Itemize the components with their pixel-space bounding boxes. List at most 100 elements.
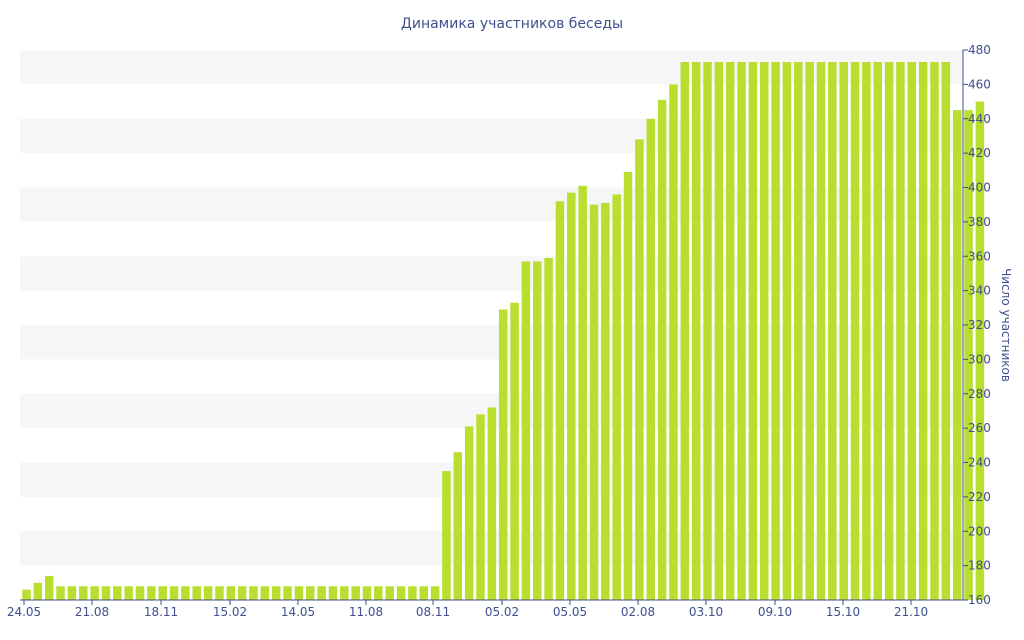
y-tick-label: 380 xyxy=(968,215,991,229)
bar xyxy=(79,586,88,600)
y-tick-label: 240 xyxy=(968,456,991,470)
y-tick-label: 300 xyxy=(968,352,991,366)
bar xyxy=(215,586,224,600)
bar xyxy=(124,586,133,600)
y-ticks: 160 180 200 220 240 260 280 300 320 340 360 380 400 4… xyxy=(963,43,991,607)
bar xyxy=(169,586,179,600)
bar xyxy=(930,62,939,600)
bar xyxy=(408,586,417,600)
bar xyxy=(237,586,247,600)
bar xyxy=(533,261,542,600)
bar xyxy=(794,62,803,600)
bar xyxy=(56,586,65,600)
x-tick-label: 05.05 xyxy=(553,605,587,619)
bar xyxy=(67,586,77,600)
bar xyxy=(476,414,485,601)
bar xyxy=(873,62,882,600)
bar xyxy=(918,62,928,600)
bar xyxy=(249,586,258,600)
bar xyxy=(181,586,190,600)
y-tick-label: 180 xyxy=(968,559,991,573)
y-tick-label: 260 xyxy=(968,421,991,435)
y-axis-title: Число участников xyxy=(999,268,1013,382)
bar xyxy=(975,101,985,600)
bar xyxy=(510,302,519,600)
bar xyxy=(135,586,145,600)
bar xyxy=(760,62,769,600)
bar xyxy=(941,62,951,600)
bar xyxy=(635,139,644,601)
bar xyxy=(805,62,814,600)
x-tick-label: 08.11 xyxy=(416,605,450,619)
bar xyxy=(601,202,610,600)
bar xyxy=(555,201,565,600)
bar xyxy=(657,99,667,600)
bar xyxy=(703,62,712,600)
bar xyxy=(725,62,735,600)
bar xyxy=(771,62,780,600)
y-tick-label: 280 xyxy=(968,387,991,401)
bar xyxy=(192,586,201,600)
bar xyxy=(453,452,463,600)
bar xyxy=(464,426,474,600)
bar xyxy=(419,586,428,600)
bar xyxy=(521,261,531,600)
y-tick-label: 400 xyxy=(968,181,991,195)
bar xyxy=(782,62,792,600)
y-tick-label: 160 xyxy=(968,593,991,607)
bar xyxy=(828,62,837,600)
bar xyxy=(964,110,973,600)
x-tick-label: 09.10 xyxy=(758,605,792,619)
bar xyxy=(306,586,315,600)
bar xyxy=(862,62,871,600)
bar xyxy=(158,586,167,600)
y-tick-label: 460 xyxy=(968,77,991,91)
y-tick-label: 440 xyxy=(968,112,991,126)
y-tick-label: 320 xyxy=(968,318,991,332)
y-tick-label: 420 xyxy=(968,146,991,160)
bar xyxy=(374,586,383,600)
bar xyxy=(839,62,848,600)
bar xyxy=(90,586,99,600)
bar xyxy=(896,62,905,600)
bar xyxy=(147,586,156,600)
bar xyxy=(952,110,962,600)
x-tick-label: 02.08 xyxy=(621,605,655,619)
bar xyxy=(680,62,690,600)
bar xyxy=(340,586,349,600)
bar xyxy=(691,62,701,600)
bar xyxy=(430,586,440,600)
x-tick-label: 15.10 xyxy=(826,605,860,619)
bar xyxy=(442,471,451,600)
x-tick-label: 14.05 xyxy=(281,605,315,619)
bar xyxy=(203,586,213,600)
x-tick-label: 21.08 xyxy=(75,605,109,619)
bar xyxy=(351,586,360,600)
bar xyxy=(646,118,655,600)
bar xyxy=(578,185,587,600)
x-tick-label: 18.11 xyxy=(144,605,178,619)
bar xyxy=(260,586,270,600)
bar xyxy=(113,586,122,600)
y-tick-label: 340 xyxy=(968,284,991,298)
bar xyxy=(226,586,236,600)
bar xyxy=(283,586,292,600)
bar xyxy=(714,62,724,600)
bar xyxy=(623,172,633,600)
bar xyxy=(44,575,54,600)
bar xyxy=(101,586,111,600)
bar xyxy=(294,586,304,600)
bar xyxy=(22,589,31,600)
bar xyxy=(816,62,826,600)
bar xyxy=(544,257,553,600)
bar xyxy=(33,582,43,600)
x-tick-label: 15.02 xyxy=(213,605,247,619)
chart-title: Динамика участников беседы xyxy=(401,16,623,32)
y-tick-label: 480 xyxy=(968,43,991,57)
bar xyxy=(317,586,326,600)
x-tick-label: 24.05 xyxy=(7,605,41,619)
bar xyxy=(850,62,860,600)
bar xyxy=(487,407,497,600)
